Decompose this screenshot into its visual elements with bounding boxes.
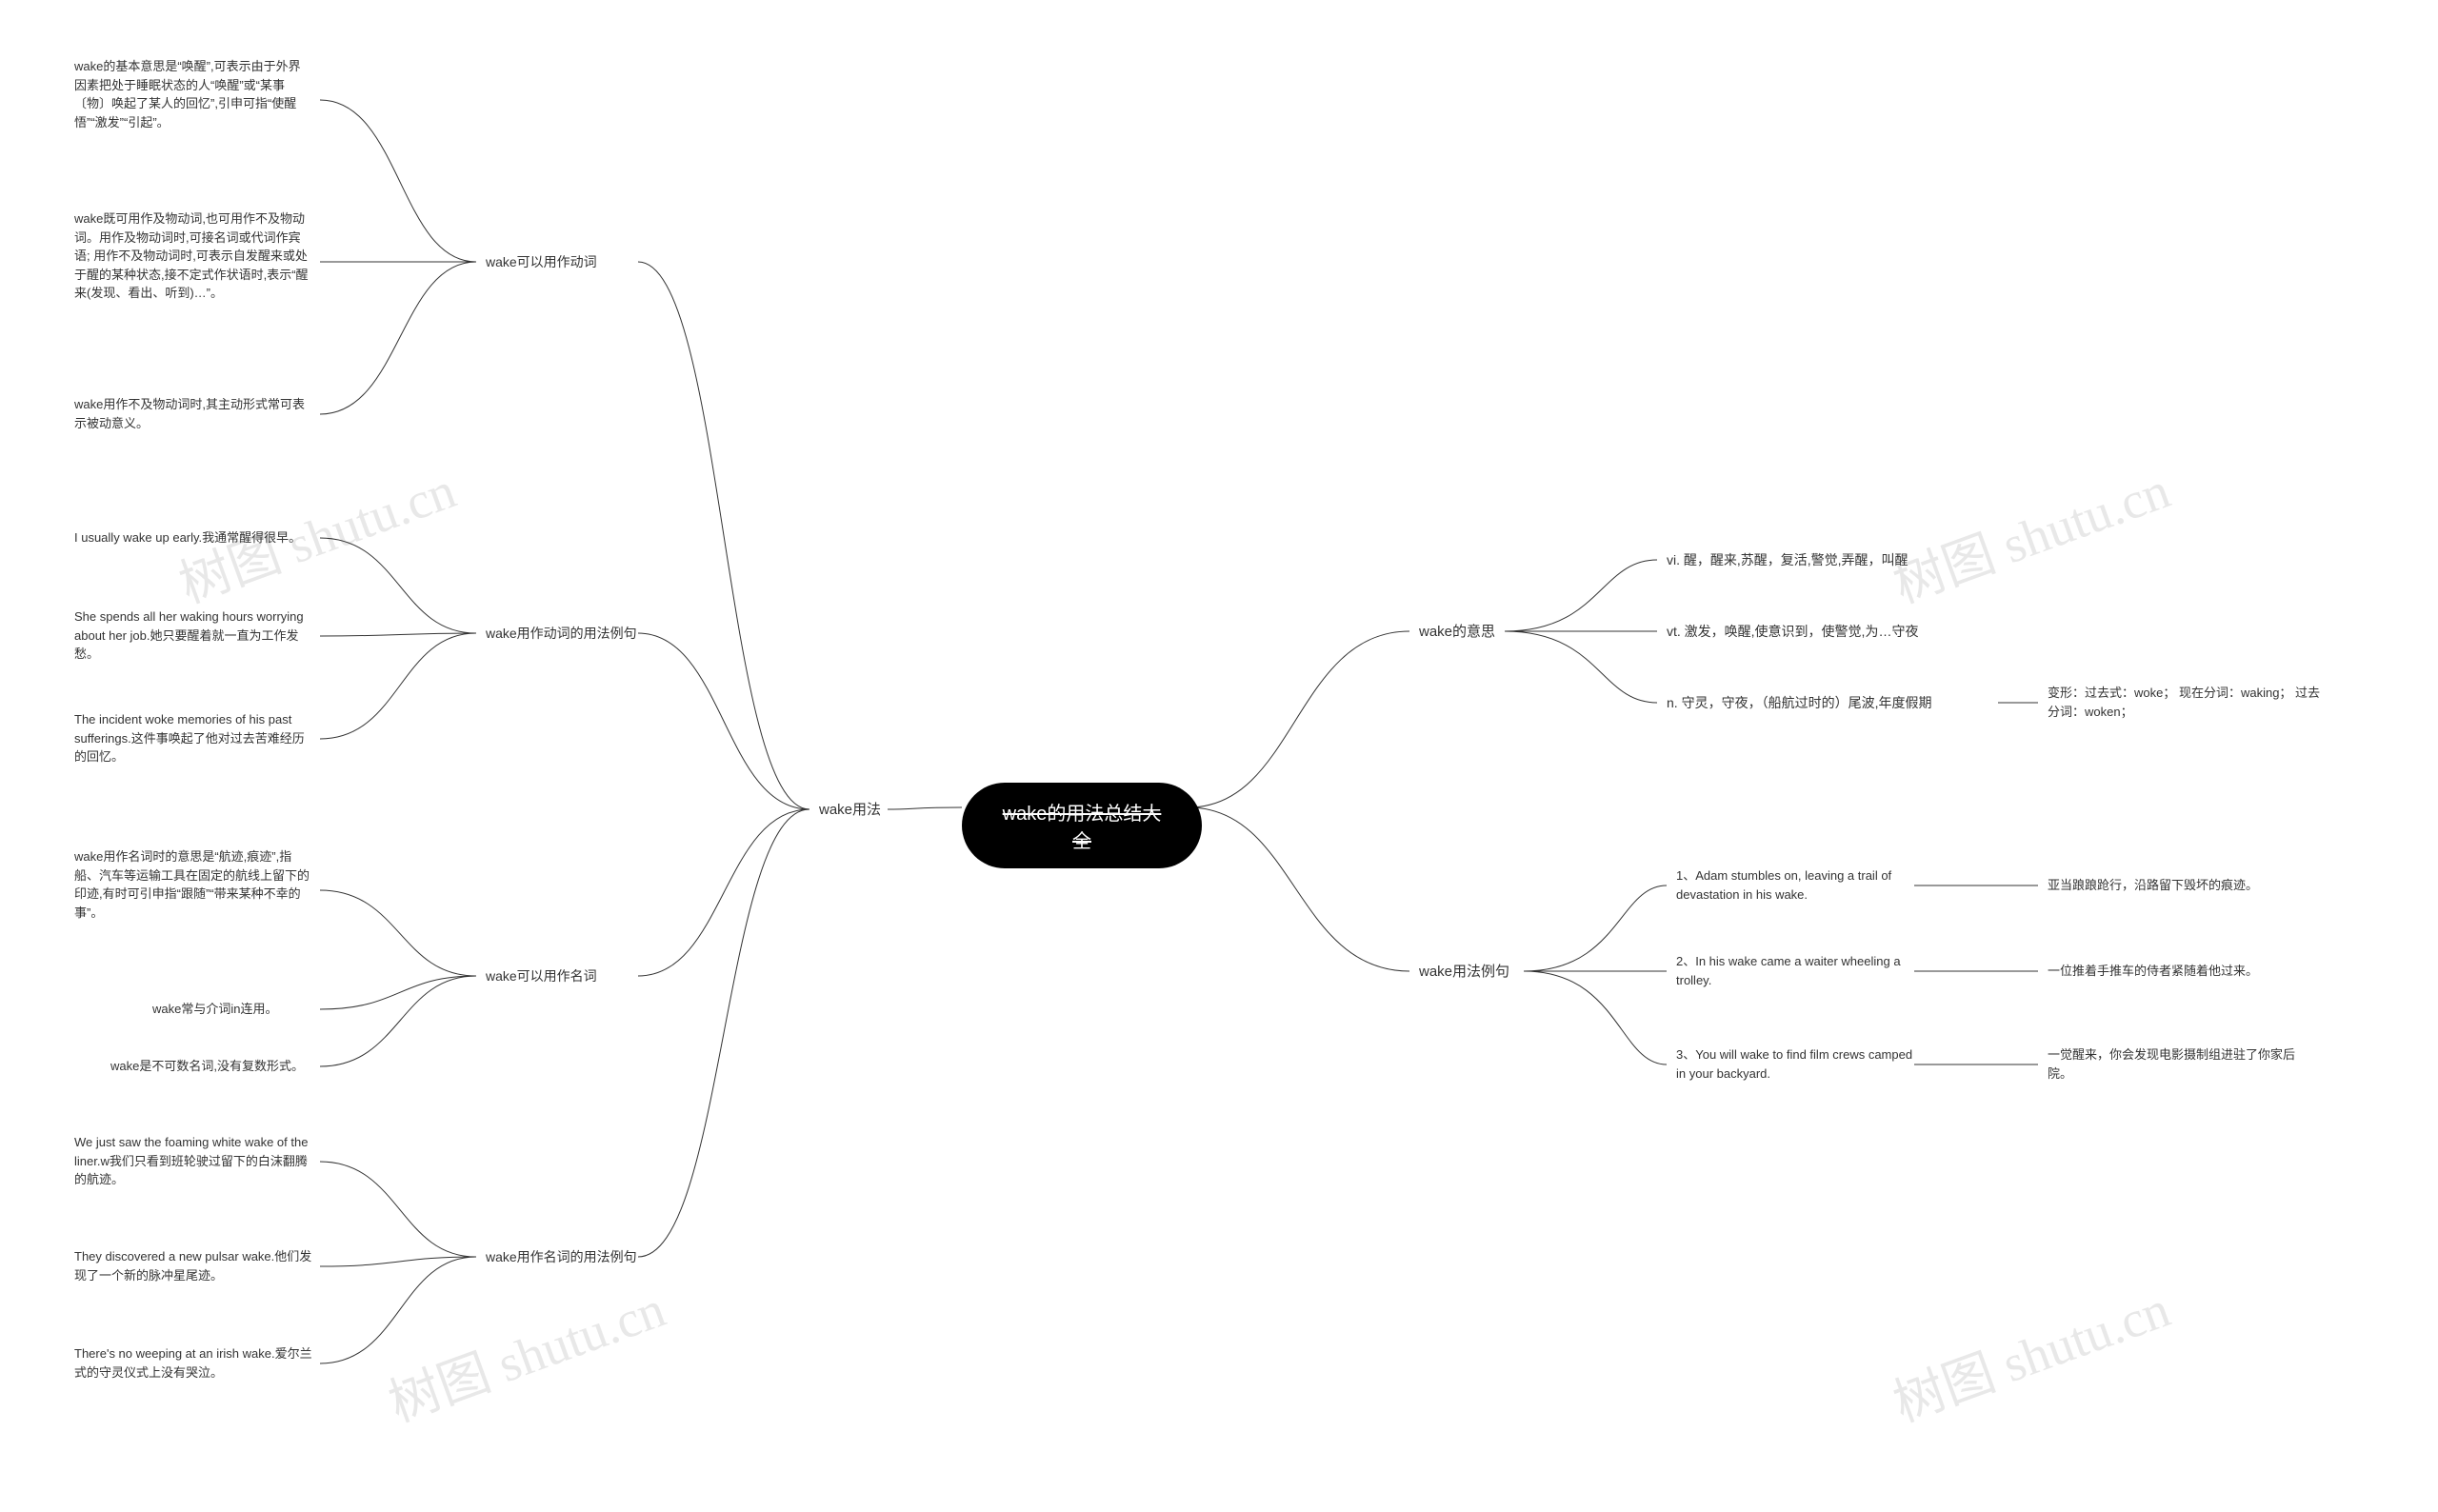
node-noun-1: wake用作名词时的意思是“航迹,痕迹”,指船、汽车等运输工具在固定的航线上留下…: [74, 847, 312, 922]
node-meaning-vt: vt. 激发，唤醒,使意识到，使警觉,为…守夜: [1667, 622, 1981, 642]
node-meaning: wake的意思: [1419, 622, 1495, 644]
node-ex1: 1、Adam stumbles on, leaving a trail of d…: [1676, 866, 1914, 904]
node-noun-ex3: There's no weeping at an irish wake.爱尔兰式…: [74, 1344, 312, 1382]
node-meaning-n-extra: 变形：过去式：woke； 现在分词：waking； 过去分词：woken；: [2048, 684, 2324, 721]
node-verb-1: wake的基本意思是“唤醒”,可表示由于外界因素把处于睡眠状态的人“唤醒”或“某…: [74, 57, 312, 131]
node-verb-2: wake既可用作及物动词,也可用作不及物动词。用作及物动词时,可接名词或代词作宾…: [74, 209, 312, 303]
connector-layer: [0, 0, 2438, 1512]
node-verb-ex3: The incident woke memories of his past s…: [74, 710, 312, 766]
node-verb-ex: wake用作动词的用法例句: [486, 624, 637, 644]
node-verb-ex1: I usually wake up early.我通常醒得很早。: [74, 528, 312, 547]
node-examples: wake用法例句: [1419, 962, 1509, 984]
node-ex1-t: 亚当踉踉跄行，沿路留下毁坏的痕迹。: [2048, 876, 2314, 895]
node-noun-ex1: We just saw the foaming white wake of th…: [74, 1133, 312, 1189]
node-meaning-n: n. 守灵，守夜，（船航过时的）尾波,年度假期: [1667, 693, 1990, 713]
node-noun-2: wake常与介词in连用。: [152, 1000, 324, 1019]
node-verb-ex2: She spends all her waking hours worrying…: [74, 607, 312, 664]
node-meaning-vi: vi. 醒，醒来,苏醒，复活,警觉,弄醒，叫醒: [1667, 550, 1981, 570]
root-node: wake的用法总结大全: [962, 783, 1202, 868]
node-ex3-t: 一觉醒来，你会发现电影摄制组进驻了你家后院。: [2048, 1045, 2314, 1083]
node-ex3: 3、You will wake to find film crews campe…: [1676, 1045, 1914, 1083]
node-verb: wake可以用作动词: [486, 252, 597, 272]
node-usage: wake用法: [819, 800, 881, 822]
node-noun-ex: wake用作名词的用法例句: [486, 1247, 637, 1267]
node-ex2-t: 一位推着手推车的侍者紧随着他过来。: [2048, 962, 2314, 981]
node-ex2: 2、In his wake came a waiter wheeling a t…: [1676, 952, 1914, 989]
node-noun-ex2: They discovered a new pulsar wake.他们发现了一…: [74, 1247, 312, 1284]
node-noun: wake可以用作名词: [486, 966, 597, 986]
node-verb-3: wake用作不及物动词时,其主动形式常可表示被动意义。: [74, 395, 312, 432]
node-noun-3: wake是不可数名词,没有复数形式。: [110, 1057, 320, 1076]
